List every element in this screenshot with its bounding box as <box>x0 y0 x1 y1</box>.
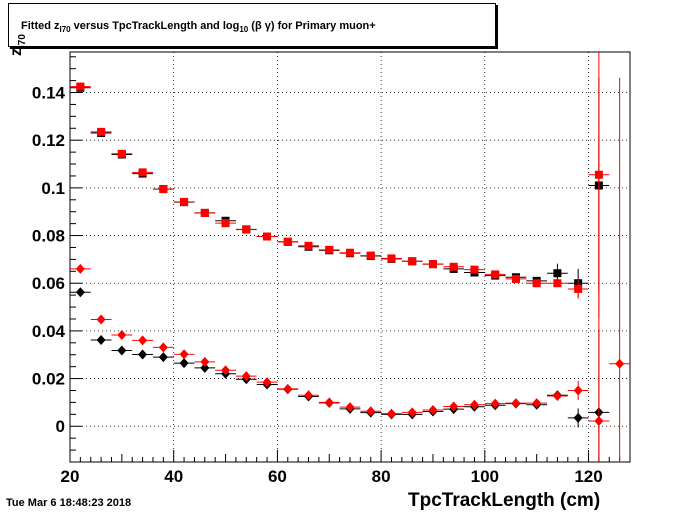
data-point-diamond <box>386 408 396 419</box>
data-point-square <box>532 279 541 288</box>
axes: 20 40 60 80 100 120 0 0.02 0.04 0.06 0.08 0.1 0.12 0.… <box>32 51 631 486</box>
data-point-diamond <box>283 383 293 394</box>
data-point-square <box>283 237 292 246</box>
data-point-square <box>574 284 583 293</box>
x-tick-label: 40 <box>164 467 183 486</box>
data-point-diamond <box>511 398 521 409</box>
data-point-diamond <box>158 342 168 353</box>
data-point-square <box>97 127 106 136</box>
data-point-square <box>387 254 396 263</box>
data-point-square <box>449 262 458 271</box>
data-point-diamond <box>158 352 168 363</box>
x-tick-label: 20 <box>61 467 80 486</box>
data-point-diamond <box>345 402 355 413</box>
data-point-diamond <box>428 405 438 416</box>
y-tick-label: 0.06 <box>32 274 65 293</box>
title-box: Fitted zI70 versus TpcTrackLength and lo… <box>8 3 496 47</box>
data-point-diamond <box>138 349 148 360</box>
y-tick-label: 0.14 <box>32 84 66 103</box>
data-point-square <box>325 245 334 254</box>
y-tick-label: 0.02 <box>32 370 65 389</box>
data-point-diamond <box>117 345 127 356</box>
x-tick-label: 60 <box>268 467 287 486</box>
data-point-square <box>428 260 437 269</box>
data-point-diamond <box>179 358 189 369</box>
data-point-diamond <box>490 398 500 409</box>
data-point-diamond <box>200 356 210 367</box>
data-point-diamond <box>262 377 272 388</box>
y-tick-label: 0.1 <box>41 179 65 198</box>
data-point-diamond <box>117 329 127 340</box>
data-point-diamond <box>324 397 334 408</box>
y-axis-label: zI70 <box>8 34 29 56</box>
x-tick-label: 80 <box>372 467 391 486</box>
y-tick-label: 0.12 <box>32 131 65 150</box>
data-point-square <box>491 270 500 279</box>
data-point-diamond <box>573 385 583 396</box>
y-tick-label: 0.08 <box>32 227 65 246</box>
data-point-square <box>221 219 230 228</box>
data-point-diamond <box>200 362 210 373</box>
data-point-diamond <box>532 398 542 409</box>
data-point-diamond <box>241 371 251 382</box>
data-point-square <box>76 82 85 91</box>
timestamp: Tue Mar 6 18:48:23 2018 <box>6 497 132 509</box>
data-point-diamond <box>407 407 417 418</box>
data-point-diamond <box>594 416 604 426</box>
x-tick-label: 120 <box>574 467 602 486</box>
data-point-square <box>553 279 562 288</box>
grid-lines <box>70 52 630 462</box>
data-point-square <box>117 149 126 158</box>
data-points <box>70 52 630 462</box>
data-point-diamond <box>615 358 625 369</box>
chart-title: Fitted zI70 versus TpcTrackLength and lo… <box>21 20 376 35</box>
data-point-square <box>346 248 354 257</box>
x-axis-label: TpcTrackLength (cm) <box>408 490 601 511</box>
data-point-diamond <box>221 365 231 376</box>
data-point-square <box>242 225 251 234</box>
data-point-diamond <box>96 314 106 325</box>
data-point-diamond <box>75 287 85 298</box>
data-point-diamond <box>304 390 314 401</box>
data-point-square <box>263 232 272 241</box>
data-point-diamond <box>469 399 479 410</box>
data-point-square <box>366 251 375 260</box>
data-point-diamond <box>573 412 583 423</box>
x-tick-label: 100 <box>471 467 499 486</box>
data-point-diamond <box>366 406 376 417</box>
data-point-square <box>138 168 147 177</box>
data-point-square <box>180 197 189 206</box>
data-point-diamond <box>179 349 189 360</box>
data-point-square <box>470 265 479 274</box>
data-point-square <box>304 241 313 250</box>
data-point-diamond <box>552 390 562 401</box>
data-point-square <box>511 274 520 283</box>
data-point-diamond <box>96 334 106 345</box>
data-point-square <box>200 208 209 217</box>
data-point-diamond <box>449 401 459 412</box>
data-point-square <box>553 269 562 278</box>
y-tick-label: 0.04 <box>32 322 66 341</box>
data-point-diamond <box>138 335 148 346</box>
data-point-square <box>159 185 168 194</box>
data-point-square <box>408 257 417 266</box>
y-tick-label: 0 <box>56 417 65 436</box>
data-point-diamond <box>75 263 85 274</box>
